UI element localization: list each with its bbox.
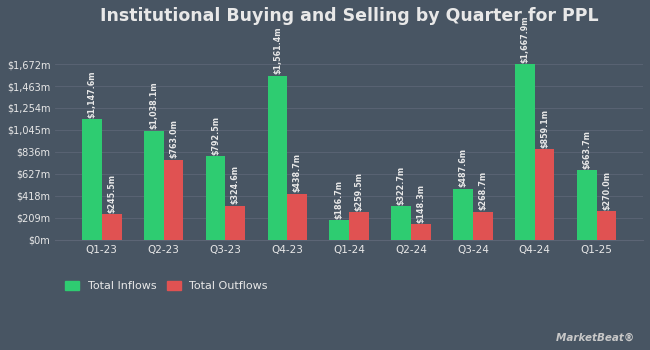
Text: $1,667.9m: $1,667.9m [520,16,529,63]
Title: Institutional Buying and Selling by Quarter for PPL: Institutional Buying and Selling by Quar… [100,7,599,25]
Bar [330,220,349,240]
Text: $148.3m: $148.3m [417,184,425,223]
Text: $438.7m: $438.7m [292,153,302,193]
Text: $1,147.6m: $1,147.6m [87,70,96,118]
Text: $322.7m: $322.7m [396,166,406,205]
Bar [391,206,411,240]
Text: $324.6m: $324.6m [231,166,240,204]
Bar [535,149,554,240]
Bar [205,156,226,240]
Text: $663.7m: $663.7m [582,130,591,169]
Text: $487.6m: $487.6m [458,148,467,187]
Bar [349,212,369,240]
Bar [82,119,102,240]
Bar [473,211,493,240]
Bar [287,194,307,240]
Bar [515,64,535,240]
Text: $259.5m: $259.5m [355,172,363,211]
Bar [102,214,122,240]
Bar [597,211,616,240]
Text: $270.0m: $270.0m [602,171,611,210]
Text: $245.5m: $245.5m [107,174,116,213]
Text: ⁠⁠⁠⁠⁠⁠⁠⁠⁠MarketBeat®: ⁠⁠⁠⁠⁠⁠⁠⁠⁠MarketBeat® [556,332,634,342]
Bar [268,76,287,240]
Bar [226,206,245,240]
Text: $1,038.1m: $1,038.1m [150,82,158,130]
Bar [411,224,431,240]
Bar [144,131,164,240]
Bar [453,189,473,240]
Text: $186.7m: $186.7m [335,180,344,219]
Text: $763.0m: $763.0m [169,119,178,158]
Text: $1,561.4m: $1,561.4m [273,27,282,75]
Text: $859.1m: $859.1m [540,109,549,148]
Bar [577,170,597,240]
Text: $792.5m: $792.5m [211,116,220,155]
Text: $268.7m: $268.7m [478,171,488,210]
Legend: Total Inflows, Total Outflows: Total Inflows, Total Outflows [61,276,272,296]
Bar [164,160,183,240]
